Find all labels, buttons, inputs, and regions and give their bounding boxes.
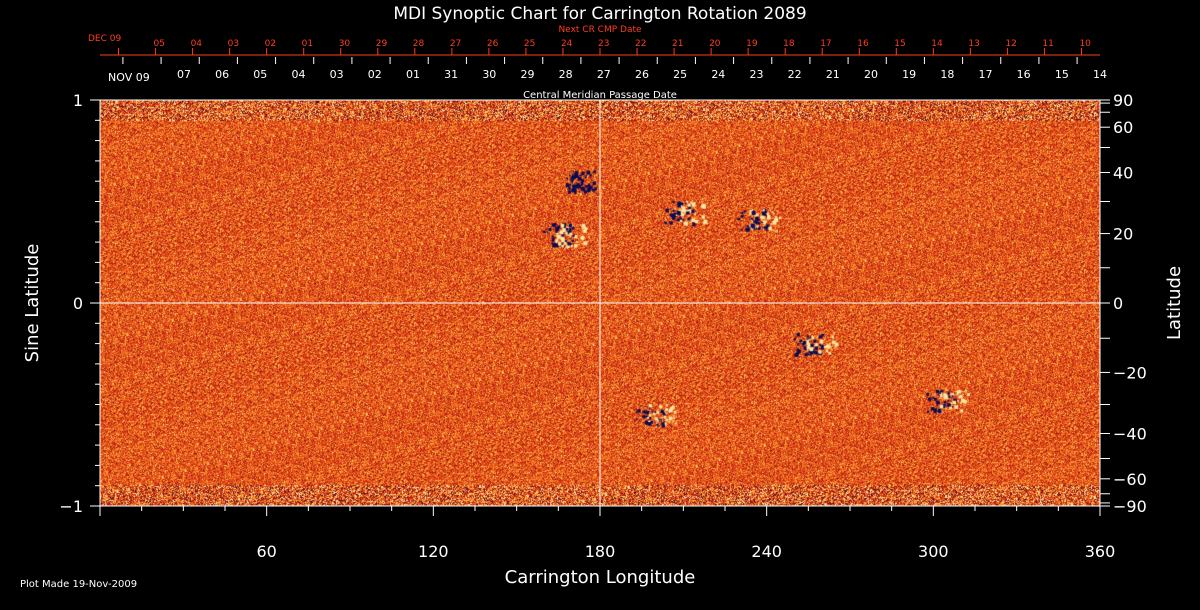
next-cmp-tick-label: 27 <box>450 39 461 49</box>
next-cmp-tick-label: 26 <box>487 39 499 49</box>
next-cmp-tick-label: 29 <box>376 39 388 49</box>
cmp-tick-label: 01 <box>406 68 420 81</box>
y-axis-title-left: Sine Latitude <box>22 244 43 363</box>
x-tick-label: 180 <box>585 542 616 561</box>
cmp-tick-label: 30 <box>482 68 496 81</box>
cmp-tick-label: 29 <box>520 68 534 81</box>
cmp-tick-label: 20 <box>864 68 878 81</box>
x-tick-label: 60 <box>256 542 276 561</box>
next-cmp-tick-label: 25 <box>524 39 535 49</box>
cmp-tick-label: 24 <box>711 68 725 81</box>
cmp-tick-label: 14 <box>1093 68 1107 81</box>
next-cmp-tick-label: 17 <box>820 39 831 49</box>
next-cmp-tick-label: 03 <box>228 39 239 49</box>
cmp-tick-label: 05 <box>253 68 267 81</box>
lat-tick-label: 40 <box>1113 164 1133 183</box>
y-tick-label: 0 <box>73 294 83 313</box>
next-cmp-tick-label: 28 <box>413 39 425 49</box>
cmp-tick-label: 06 <box>215 68 229 81</box>
next-cmp-tick-label: 18 <box>783 39 795 49</box>
cmp-tick-label: 28 <box>559 68 573 81</box>
x-axis-title: Carrington Longitude <box>505 567 696 588</box>
next-cmp-tick-label: 20 <box>709 39 721 49</box>
cmp-tick-label: 02 <box>368 68 382 81</box>
next-cmp-tick-label: 10 <box>1079 39 1091 49</box>
next-cmp-tick-label: 02 <box>265 39 276 49</box>
next-cmp-tick-label: 04 <box>191 39 203 49</box>
chart-title: MDI Synoptic Chart for Carrington Rotati… <box>393 4 806 24</box>
cmp-tick-label: 25 <box>673 68 687 81</box>
next-cmp-tick-label: 23 <box>598 39 609 49</box>
cmp-tick-label: 15 <box>1055 68 1069 81</box>
cmp-tick-label: 16 <box>1017 68 1031 81</box>
y-tick-label: 1 <box>73 91 83 110</box>
next-cmp-tick-label: 12 <box>1005 39 1016 49</box>
cmp-tick-label: 31 <box>444 68 458 81</box>
x-tick-label: 300 <box>918 542 949 561</box>
lat-tick-label: 60 <box>1113 118 1133 137</box>
lat-tick-label: 90 <box>1113 91 1133 110</box>
next-cmp-tick-label: 11 <box>1042 39 1053 49</box>
next-cmp-tick-label: 13 <box>968 39 979 49</box>
x-tick-label: 120 <box>418 542 449 561</box>
next-cmp-tick-label: 15 <box>894 39 905 49</box>
lat-tick-label: −20 <box>1113 363 1147 382</box>
y-tick-label: −1 <box>59 497 83 516</box>
next-cmp-tick-label: 24 <box>561 39 573 49</box>
cmp-tick-label: 18 <box>940 68 954 81</box>
x-tick-label: 360 <box>1085 542 1116 561</box>
cmp-caption: Central Meridian Passage Date <box>523 90 677 101</box>
cmp-tick-label: 04 <box>291 68 305 81</box>
cmp-tick-label: 26 <box>635 68 649 81</box>
next-cmp-tick-label: 16 <box>857 39 869 49</box>
next-cmp-tick-label: 30 <box>339 39 351 49</box>
lat-tick-label: 20 <box>1113 225 1133 244</box>
lat-tick-label: −40 <box>1113 424 1147 443</box>
cmp-tick-label: 07 <box>177 68 191 81</box>
next-cmp-tick-label: 21 <box>672 39 683 49</box>
next-cmp-tick-label: 05 <box>154 39 165 49</box>
y-axis-title-right: Latitude <box>1164 266 1185 340</box>
x-tick-label: 240 <box>751 542 782 561</box>
lat-tick-label: −60 <box>1113 470 1147 489</box>
cmp-tick-label: 23 <box>749 68 763 81</box>
plot-made-note: Plot Made 19-Nov-2009 <box>20 579 138 590</box>
next-cmp-tick-label: 01 <box>302 39 313 49</box>
lat-tick-label: −90 <box>1113 497 1147 516</box>
next-cmp-start-label: DEC 09 <box>88 34 121 44</box>
next-cmp-tick-label: 22 <box>635 39 646 49</box>
cmp-tick-label: 22 <box>788 68 802 81</box>
cmp-tick-label: 19 <box>902 68 916 81</box>
cmp-tick-label: 27 <box>597 68 611 81</box>
cmp-tick-label: 21 <box>826 68 840 81</box>
next-cmp-tick-label: 14 <box>931 39 943 49</box>
cmp-start-label: NOV 09 <box>108 71 150 84</box>
next-cmp-tick-label: 19 <box>746 39 758 49</box>
next-cmp-caption: Next CR CMP Date <box>558 25 642 35</box>
cmp-tick-label: 03 <box>330 68 344 81</box>
plot-axes: MDI Synoptic Chart for Carrington Rotati… <box>22 4 1185 588</box>
lat-tick-label: 0 <box>1113 294 1123 313</box>
cmp-tick-label: 17 <box>978 68 992 81</box>
